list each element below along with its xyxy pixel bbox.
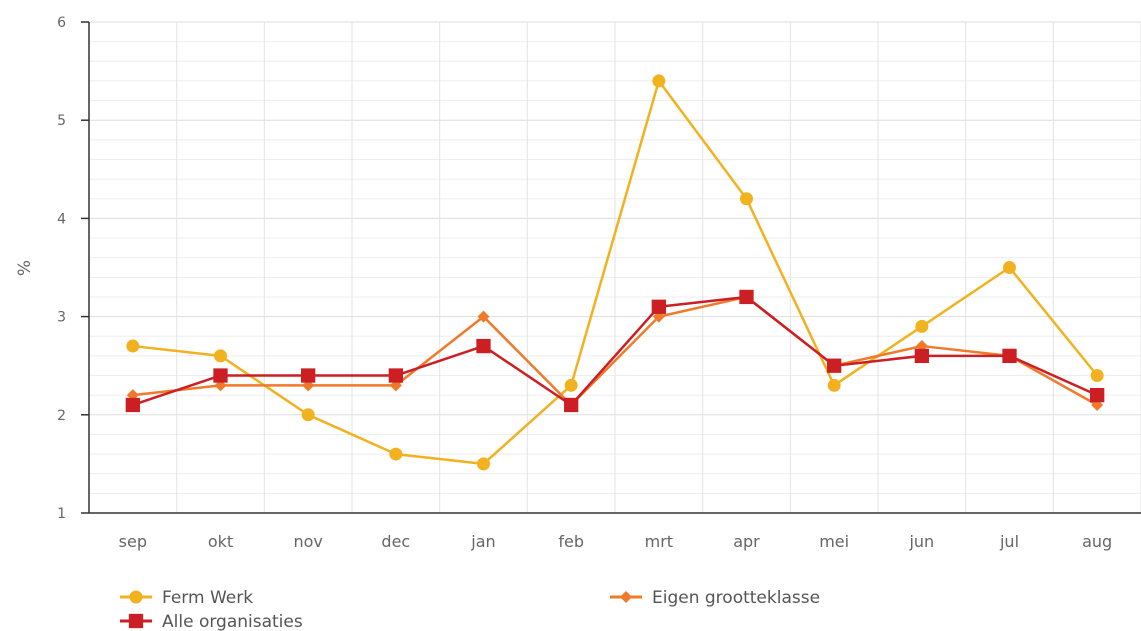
x-tick-label-mrt: mrt xyxy=(645,532,673,551)
data-point xyxy=(651,299,666,314)
x-tick-label-nov: nov xyxy=(293,532,322,551)
legend: Ferm Werk Eigen grootteklasse Alle organis… xyxy=(120,588,820,631)
x-tick-label-dec: dec xyxy=(381,532,410,551)
data-point xyxy=(652,74,666,88)
y-tick-label: 6 xyxy=(57,15,66,31)
y-tick-label: 1 xyxy=(57,506,66,522)
y-axis-label: % xyxy=(15,260,35,276)
data-point xyxy=(914,348,929,364)
x-tick-label-feb: feb xyxy=(558,532,584,551)
data-point xyxy=(564,378,578,392)
y-tick-label: 5 xyxy=(57,113,66,129)
legend-marker xyxy=(128,613,144,629)
series-line xyxy=(132,295,1098,407)
data-point xyxy=(476,338,491,354)
series-line xyxy=(132,79,1099,466)
data-point xyxy=(564,397,579,413)
legend-label: Alle organisaties xyxy=(162,612,303,631)
data-point xyxy=(1002,348,1017,364)
legend-marker xyxy=(620,591,632,603)
data-point xyxy=(389,447,403,461)
data-point xyxy=(301,368,316,383)
y-tick-label: 4 xyxy=(57,211,66,227)
data-point xyxy=(125,397,140,413)
data-point xyxy=(126,339,140,353)
y-ticks: 1 2 3 4 5 6 xyxy=(57,15,89,522)
legend-item-2[interactable]: Alle organisaties xyxy=(120,612,303,631)
legend-item-0[interactable]: Ferm Werk xyxy=(120,588,253,608)
data-point xyxy=(1090,388,1105,403)
legend-item-1[interactable]: Eigen grootteklasse xyxy=(610,588,820,608)
series-line xyxy=(132,295,1098,407)
legend-label: Ferm Werk xyxy=(162,588,253,608)
data-point xyxy=(477,457,490,471)
data-point xyxy=(477,310,490,323)
x-tick-label-jun: jun xyxy=(908,532,934,551)
data-point xyxy=(1090,369,1104,383)
data-point xyxy=(915,319,929,333)
series-0 xyxy=(126,74,1104,471)
legend-marker xyxy=(129,590,143,604)
data-point xyxy=(740,192,753,206)
data-point xyxy=(213,368,228,383)
x-tick-label-jan: jan xyxy=(470,532,495,551)
x-tick-label-aug: aug xyxy=(1082,532,1112,551)
x-tick-label-mei: mei xyxy=(819,532,849,551)
x-tick-label-apr: apr xyxy=(733,532,760,551)
y-tick-label: 2 xyxy=(57,408,66,424)
data-point xyxy=(739,289,754,305)
data-point xyxy=(301,408,315,422)
x-tick-label-jul: jul xyxy=(999,532,1019,551)
legend-label: Eigen grootteklasse xyxy=(652,588,820,608)
data-point xyxy=(827,378,841,392)
data-point xyxy=(388,368,403,383)
data-point xyxy=(827,358,842,373)
x-tick-label-sep: sep xyxy=(119,532,147,551)
series-2 xyxy=(125,289,1105,413)
axes xyxy=(88,22,1141,514)
grid xyxy=(89,21,1141,513)
y-tick-label: 3 xyxy=(57,310,66,326)
x-tick-label-okt: okt xyxy=(208,532,233,551)
data-point xyxy=(214,349,227,363)
data-point xyxy=(1003,261,1016,274)
x-ticks: sep okt nov dec jan feb mrt apr mei jun jul aug xyxy=(119,532,1113,551)
series xyxy=(125,74,1105,471)
